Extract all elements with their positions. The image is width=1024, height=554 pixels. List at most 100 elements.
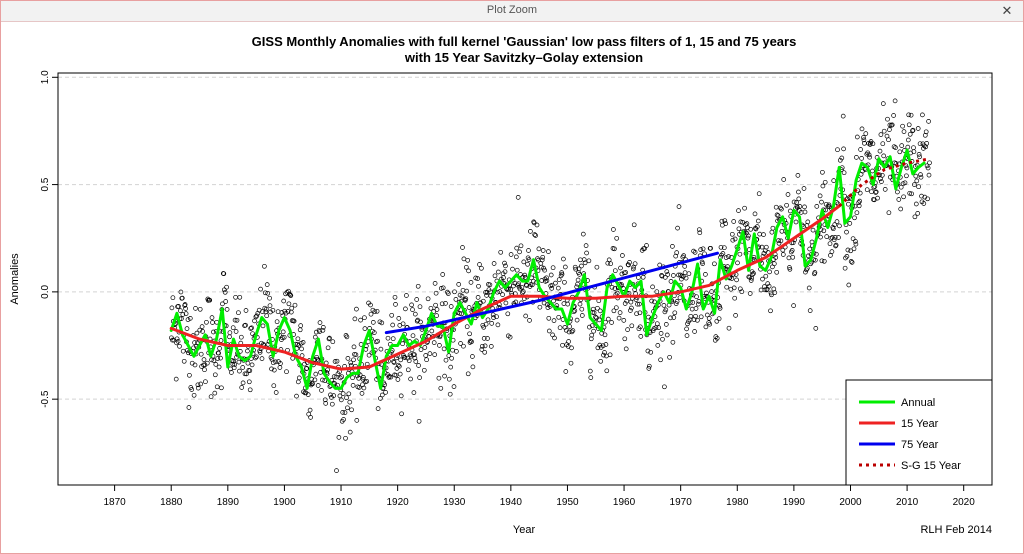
data-point: [524, 283, 530, 288]
data-point: [481, 336, 487, 341]
data-point: [482, 343, 488, 349]
data-point: [562, 279, 567, 285]
data-point: [853, 239, 858, 244]
data-point: [658, 357, 663, 363]
title-bar[interactable]: Plot Zoom ✕: [1, 1, 1023, 22]
data-point: [854, 155, 859, 160]
data-point: [557, 325, 563, 331]
data-point: [901, 194, 906, 200]
data-point: [351, 344, 357, 350]
series-line-y75: [384, 251, 719, 335]
data-point: [334, 358, 340, 364]
data-point: [173, 376, 179, 382]
data-point: [690, 300, 696, 305]
data-point: [412, 355, 418, 361]
data-point: [917, 154, 922, 160]
data-point: [746, 233, 751, 239]
data-point: [447, 391, 453, 397]
data-point: [192, 340, 197, 345]
data-point: [237, 368, 242, 374]
data-point: [712, 261, 717, 267]
data-point: [682, 270, 688, 276]
data-point: [910, 128, 915, 134]
data-point: [620, 253, 625, 258]
data-point: [646, 366, 652, 371]
data-point: [628, 299, 634, 305]
data-point: [234, 317, 240, 323]
data-point: [914, 178, 920, 184]
data-point: [254, 313, 260, 319]
data-point: [901, 129, 907, 134]
data-point: [885, 116, 890, 122]
data-point: [397, 371, 403, 377]
data-point: [841, 146, 846, 152]
data-point: [833, 242, 839, 248]
data-point: [495, 269, 501, 275]
data-point: [479, 343, 485, 349]
data-point: [281, 298, 287, 304]
data-point: [886, 210, 892, 216]
data-point: [718, 244, 724, 250]
data-point: [806, 285, 812, 291]
data-point: [466, 268, 471, 274]
data-point: [597, 342, 603, 348]
data-point: [549, 286, 555, 291]
data-point: [479, 347, 485, 352]
data-point: [750, 272, 755, 277]
data-point: [438, 286, 444, 291]
data-point: [336, 435, 342, 440]
data-point: [208, 394, 214, 400]
data-point: [763, 244, 769, 250]
data-point: [905, 137, 911, 143]
data-point: [446, 353, 452, 358]
data-point: [441, 346, 447, 352]
data-point: [801, 186, 807, 191]
data-point: [175, 339, 181, 344]
data-point: [584, 250, 589, 256]
data-point: [773, 204, 779, 210]
data-point: [427, 351, 433, 356]
data-point: [916, 152, 922, 157]
data-point: [198, 381, 204, 387]
data-point: [352, 316, 358, 322]
data-point: [463, 264, 469, 270]
y-tick-label: 0.5: [40, 177, 51, 191]
data-point: [198, 351, 204, 357]
data-point: [385, 335, 391, 341]
data-point: [331, 393, 337, 398]
data-point: [189, 387, 195, 392]
data-point: [677, 295, 683, 301]
data-point: [515, 195, 521, 200]
data-point: [905, 144, 911, 150]
data-point: [587, 324, 592, 330]
data-point: [804, 265, 810, 271]
data-point: [297, 327, 303, 333]
data-point: [287, 292, 293, 298]
data-point: [475, 295, 481, 300]
data-point: [216, 364, 222, 370]
data-point: [546, 328, 552, 334]
data-point: [454, 349, 459, 354]
data-point: [514, 245, 520, 251]
data-point: [418, 347, 424, 352]
data-point: [215, 356, 221, 361]
data-point: [594, 315, 599, 321]
data-point: [460, 245, 465, 250]
data-point: [295, 336, 301, 342]
data-point: [511, 283, 516, 289]
data-point: [857, 190, 863, 196]
data-point: [753, 226, 759, 232]
data-point: [822, 179, 828, 185]
data-point: [514, 267, 520, 273]
data-point: [210, 320, 215, 325]
data-point: [896, 197, 902, 202]
data-point: [464, 324, 470, 330]
data-point: [880, 101, 886, 106]
close-button[interactable]: ✕: [1001, 3, 1013, 18]
data-point: [412, 311, 418, 317]
data-point: [654, 321, 660, 327]
data-point: [632, 261, 638, 267]
data-point: [379, 320, 385, 326]
data-point: [916, 184, 921, 190]
